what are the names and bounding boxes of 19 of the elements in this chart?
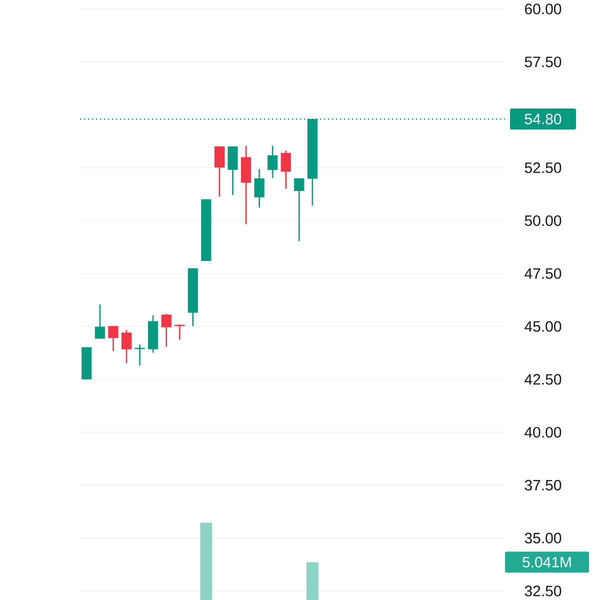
candlestick (134, 344, 146, 366)
candlestick (201, 198, 212, 262)
y-tick-label: 42.50 (524, 374, 562, 385)
candlestick (148, 314, 158, 354)
y-tick-label: 57.50 (524, 56, 562, 68)
y-tick-label: 52.50 (524, 162, 562, 174)
y-tick-label: 60.00 (525, 4, 562, 14)
candlestick (82, 346, 92, 380)
candlestick (121, 329, 132, 364)
y-tick-label: 47.50 (524, 268, 562, 279)
y-tick-label: 40.00 (524, 426, 562, 438)
y-tick-label: 37.50 (524, 480, 562, 490)
y-tick-label: 35.00 (524, 532, 562, 544)
text: 5.041M (522, 556, 571, 568)
y-tick-label: 50.00 (524, 215, 562, 226)
ref-line-label: 54.80 (524, 114, 562, 124)
candlestick (268, 145, 278, 179)
y-tick-label: 45.00 (524, 321, 562, 332)
y-tick-label: 32.50 (524, 586, 562, 596)
